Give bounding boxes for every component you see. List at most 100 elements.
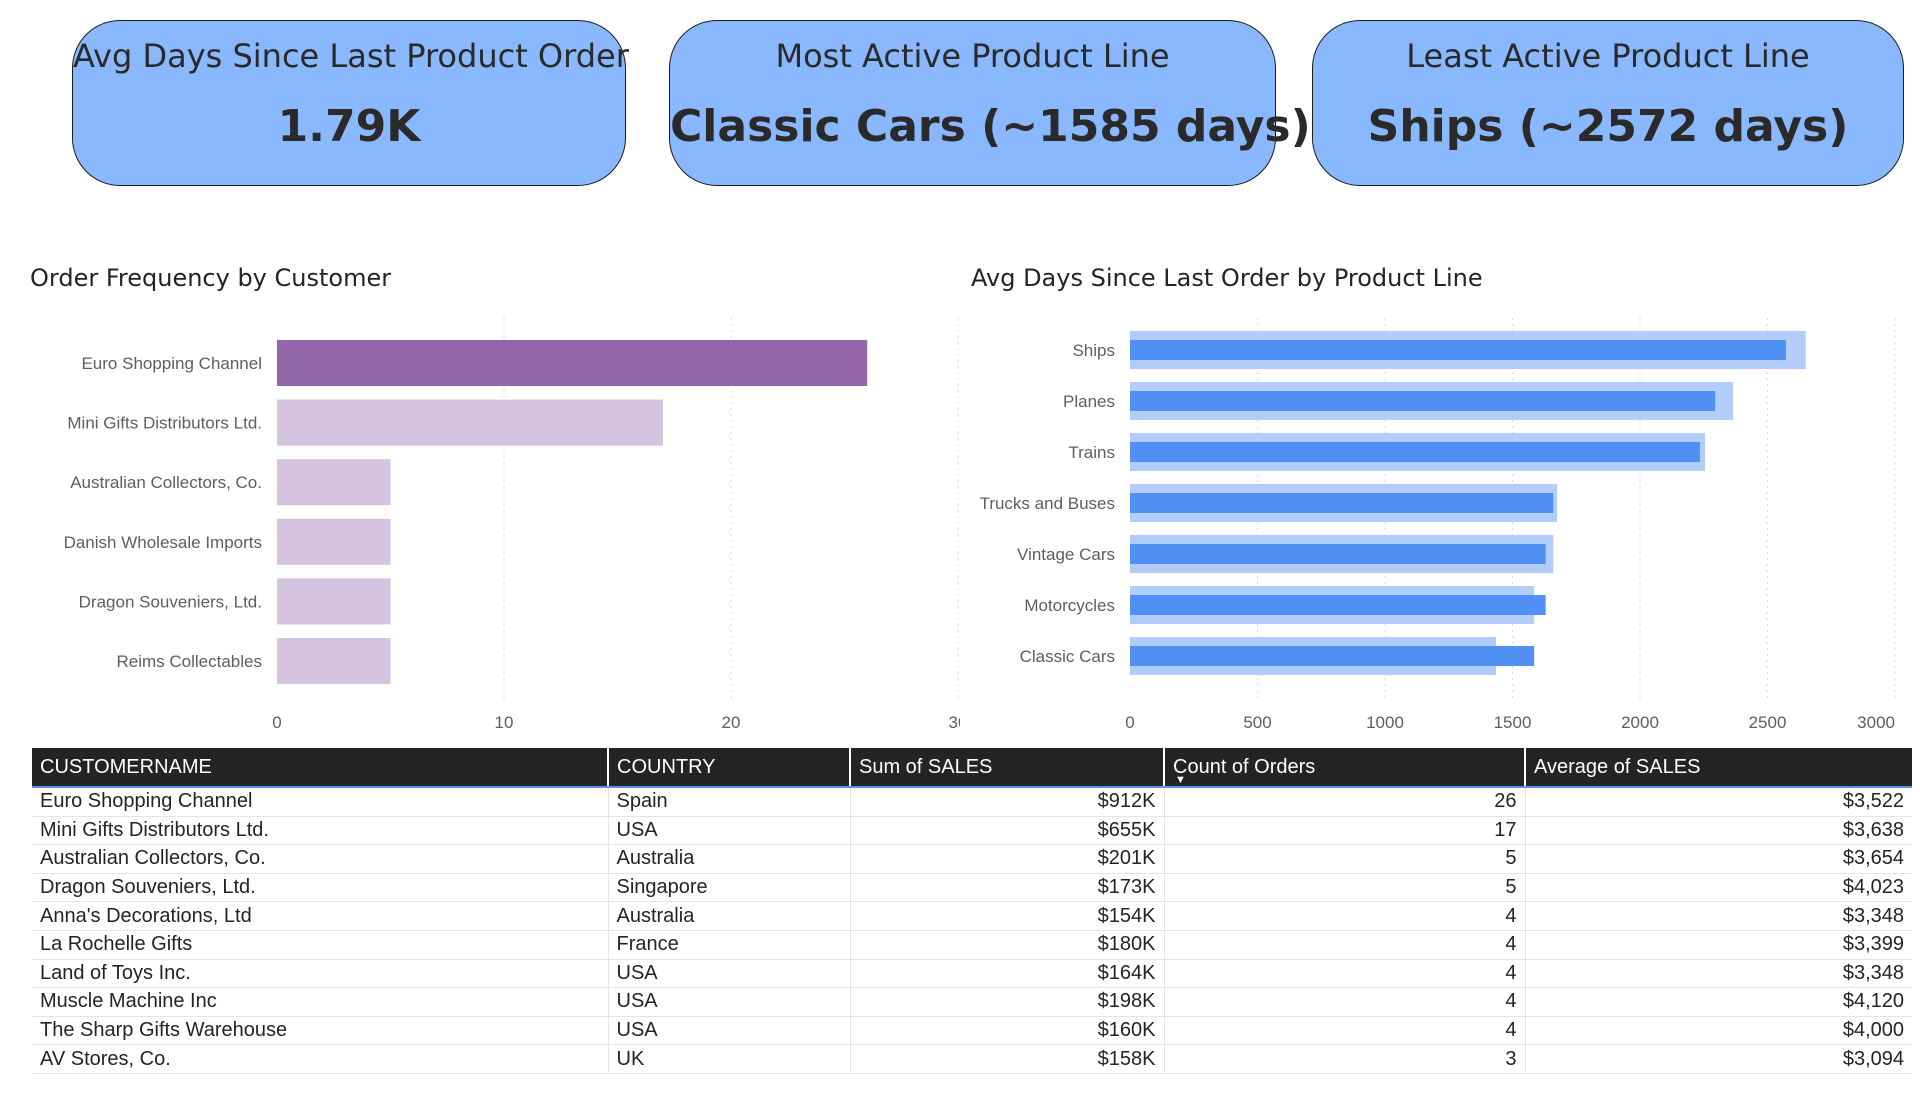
table-cell: $3,348: [1525, 959, 1912, 988]
table-cell: 4: [1164, 1016, 1525, 1045]
y-category-label: Classic Cars: [1020, 647, 1115, 666]
table-row[interactable]: Mini Gifts Distributors Ltd. USA $655K 17 $3…: [32, 816, 1912, 845]
column-header-country[interactable]: COUNTRY: [608, 748, 850, 787]
table-cell: $3,638: [1525, 816, 1912, 845]
table-cell: France: [608, 930, 850, 959]
table-cell: Spain: [608, 787, 850, 816]
x-tick-label: 2000: [1621, 713, 1659, 730]
table-row[interactable]: Australian Collectors, Co. Australia $201K…: [32, 845, 1912, 874]
bar: [1130, 595, 1546, 615]
y-category-label: Australian Collectors, Co.: [70, 473, 262, 492]
avg-days-chart[interactable]: 0 500 1000 1500 2000 2500 3000 Ships Planes Train…: [960, 300, 1920, 730]
sort-descending-icon: ▼: [1175, 775, 1186, 786]
table-cell: Euro Shopping Channel: [32, 787, 608, 816]
table-cell: $912K: [850, 787, 1164, 816]
column-header-average-of-sales[interactable]: Average of SALES: [1525, 748, 1912, 787]
bar: [1130, 340, 1786, 360]
table-cell: $180K: [850, 930, 1164, 959]
kpi-card-avg-days: Avg Days Since Last Product Order 1.79K: [72, 20, 626, 186]
kpi-value: 1.79K: [73, 101, 625, 152]
table-cell: $655K: [850, 816, 1164, 845]
kpi-value: Classic Cars (~1585 days): [670, 101, 1275, 152]
table-cell: 17: [1164, 816, 1525, 845]
kpi-label: Most Active Product Line: [670, 37, 1275, 75]
table-cell: $198K: [850, 988, 1164, 1017]
bar: [1130, 391, 1715, 411]
bar: [277, 638, 391, 684]
avg-days-title: Avg Days Since Last Order by Product Lin…: [971, 264, 1483, 292]
table-cell: 26: [1164, 787, 1525, 816]
table-cell: $4,000: [1525, 1016, 1912, 1045]
table-cell: The Sharp Gifts Warehouse: [32, 1016, 608, 1045]
kpi-label: Avg Days Since Last Product Order: [73, 37, 625, 75]
y-category-label: Planes: [1063, 392, 1115, 411]
table-cell: $3,399: [1525, 930, 1912, 959]
table-cell: USA: [608, 816, 850, 845]
bar: [277, 519, 391, 565]
table-row[interactable]: Muscle Machine Inc USA $198K 4 $4,120: [32, 988, 1912, 1017]
x-tick-label: 500: [1243, 713, 1271, 730]
x-tick-label: 10: [495, 713, 514, 730]
table-row[interactable]: Land of Toys Inc. USA $164K 4 $3,348: [32, 959, 1912, 988]
table-cell: $164K: [850, 959, 1164, 988]
table-cell: UK: [608, 1045, 850, 1074]
column-header-sum-of-sales[interactable]: Sum of SALES: [850, 748, 1164, 787]
customer-table: CUSTOMERNAME COUNTRY Sum of SALES Count …: [32, 748, 1912, 1074]
y-category-label: Dragon Souveniers, Ltd.: [79, 592, 262, 611]
table-row[interactable]: Anna's Decorations, Ltd Australia $154K 4 $3…: [32, 902, 1912, 931]
table-cell: 4: [1164, 988, 1525, 1017]
kpi-card-most-active: Most Active Product Line Classic Cars (~…: [669, 20, 1276, 186]
table-row[interactable]: Euro Shopping Channel Spain $912K 26 $3,522: [32, 787, 1912, 816]
order-frequency-chart[interactable]: 0 10 20 30 Euro Shopping Channel Mini Gifts D…: [0, 300, 960, 730]
table-cell: $3,654: [1525, 845, 1912, 874]
column-header-count-of-orders[interactable]: Count of Orders ▼: [1164, 748, 1525, 787]
table-cell: USA: [608, 1016, 850, 1045]
table-cell: 4: [1164, 902, 1525, 931]
table-cell: Muscle Machine Inc: [32, 988, 608, 1017]
table-cell: La Rochelle Gifts: [32, 930, 608, 959]
y-category-label: Reims Collectables: [117, 652, 263, 671]
x-tick-label: 30: [949, 713, 960, 730]
table-cell: Dragon Souveniers, Ltd.: [32, 873, 608, 902]
table-cell: Australia: [608, 845, 850, 874]
table-cell: Singapore: [608, 873, 850, 902]
table-cell: $160K: [850, 1016, 1164, 1045]
table-cell: $201K: [850, 845, 1164, 874]
table-cell: 5: [1164, 873, 1525, 902]
y-category-label: Trucks and Buses: [980, 494, 1115, 513]
kpi-card-least-active: Least Active Product Line Ships (~2572 d…: [1312, 20, 1904, 186]
kpi-value: Ships (~2572 days): [1313, 101, 1903, 152]
table-row[interactable]: La Rochelle Gifts France $180K 4 $3,399: [32, 930, 1912, 959]
bar: [1130, 646, 1534, 666]
table-cell: $4,120: [1525, 988, 1912, 1017]
x-tick-label: 0: [1125, 713, 1134, 730]
table-cell: $3,094: [1525, 1045, 1912, 1074]
table-cell: Anna's Decorations, Ltd: [32, 902, 608, 931]
bar: [1130, 442, 1700, 462]
column-header-customername[interactable]: CUSTOMERNAME: [32, 748, 608, 787]
order-frequency-title: Order Frequency by Customer: [30, 264, 391, 292]
bar: [277, 400, 663, 446]
x-tick-label: 1500: [1494, 713, 1532, 730]
x-tick-label: 20: [722, 713, 741, 730]
y-category-label: Danish Wholesale Imports: [64, 533, 262, 552]
table-cell: AV Stores, Co.: [32, 1045, 608, 1074]
y-category-label: Mini Gifts Distributors Ltd.: [67, 414, 262, 433]
table-row[interactable]: The Sharp Gifts Warehouse USA $160K 4 $4,000: [32, 1016, 1912, 1045]
table-body: Euro Shopping Channel Spain $912K 26 $3,522 M…: [32, 787, 1912, 1073]
bar: [1130, 544, 1546, 564]
y-category-label: Vintage Cars: [1017, 545, 1115, 564]
table-row[interactable]: AV Stores, Co. UK $158K 3 $3,094: [32, 1045, 1912, 1074]
x-tick-label: 0: [272, 713, 281, 730]
x-tick-label: 3000: [1857, 713, 1895, 730]
table-cell: $3,348: [1525, 902, 1912, 931]
table-cell: Mini Gifts Distributors Ltd.: [32, 816, 608, 845]
x-tick-label: 1000: [1366, 713, 1404, 730]
table-cell: Australian Collectors, Co.: [32, 845, 608, 874]
x-tick-label: 2500: [1749, 713, 1787, 730]
bar: [277, 459, 391, 505]
bar: [277, 578, 391, 624]
table-row[interactable]: Dragon Souveniers, Ltd. Singapore $173K 5 $4…: [32, 873, 1912, 902]
y-category-label: Trains: [1068, 443, 1115, 462]
table-cell: $158K: [850, 1045, 1164, 1074]
